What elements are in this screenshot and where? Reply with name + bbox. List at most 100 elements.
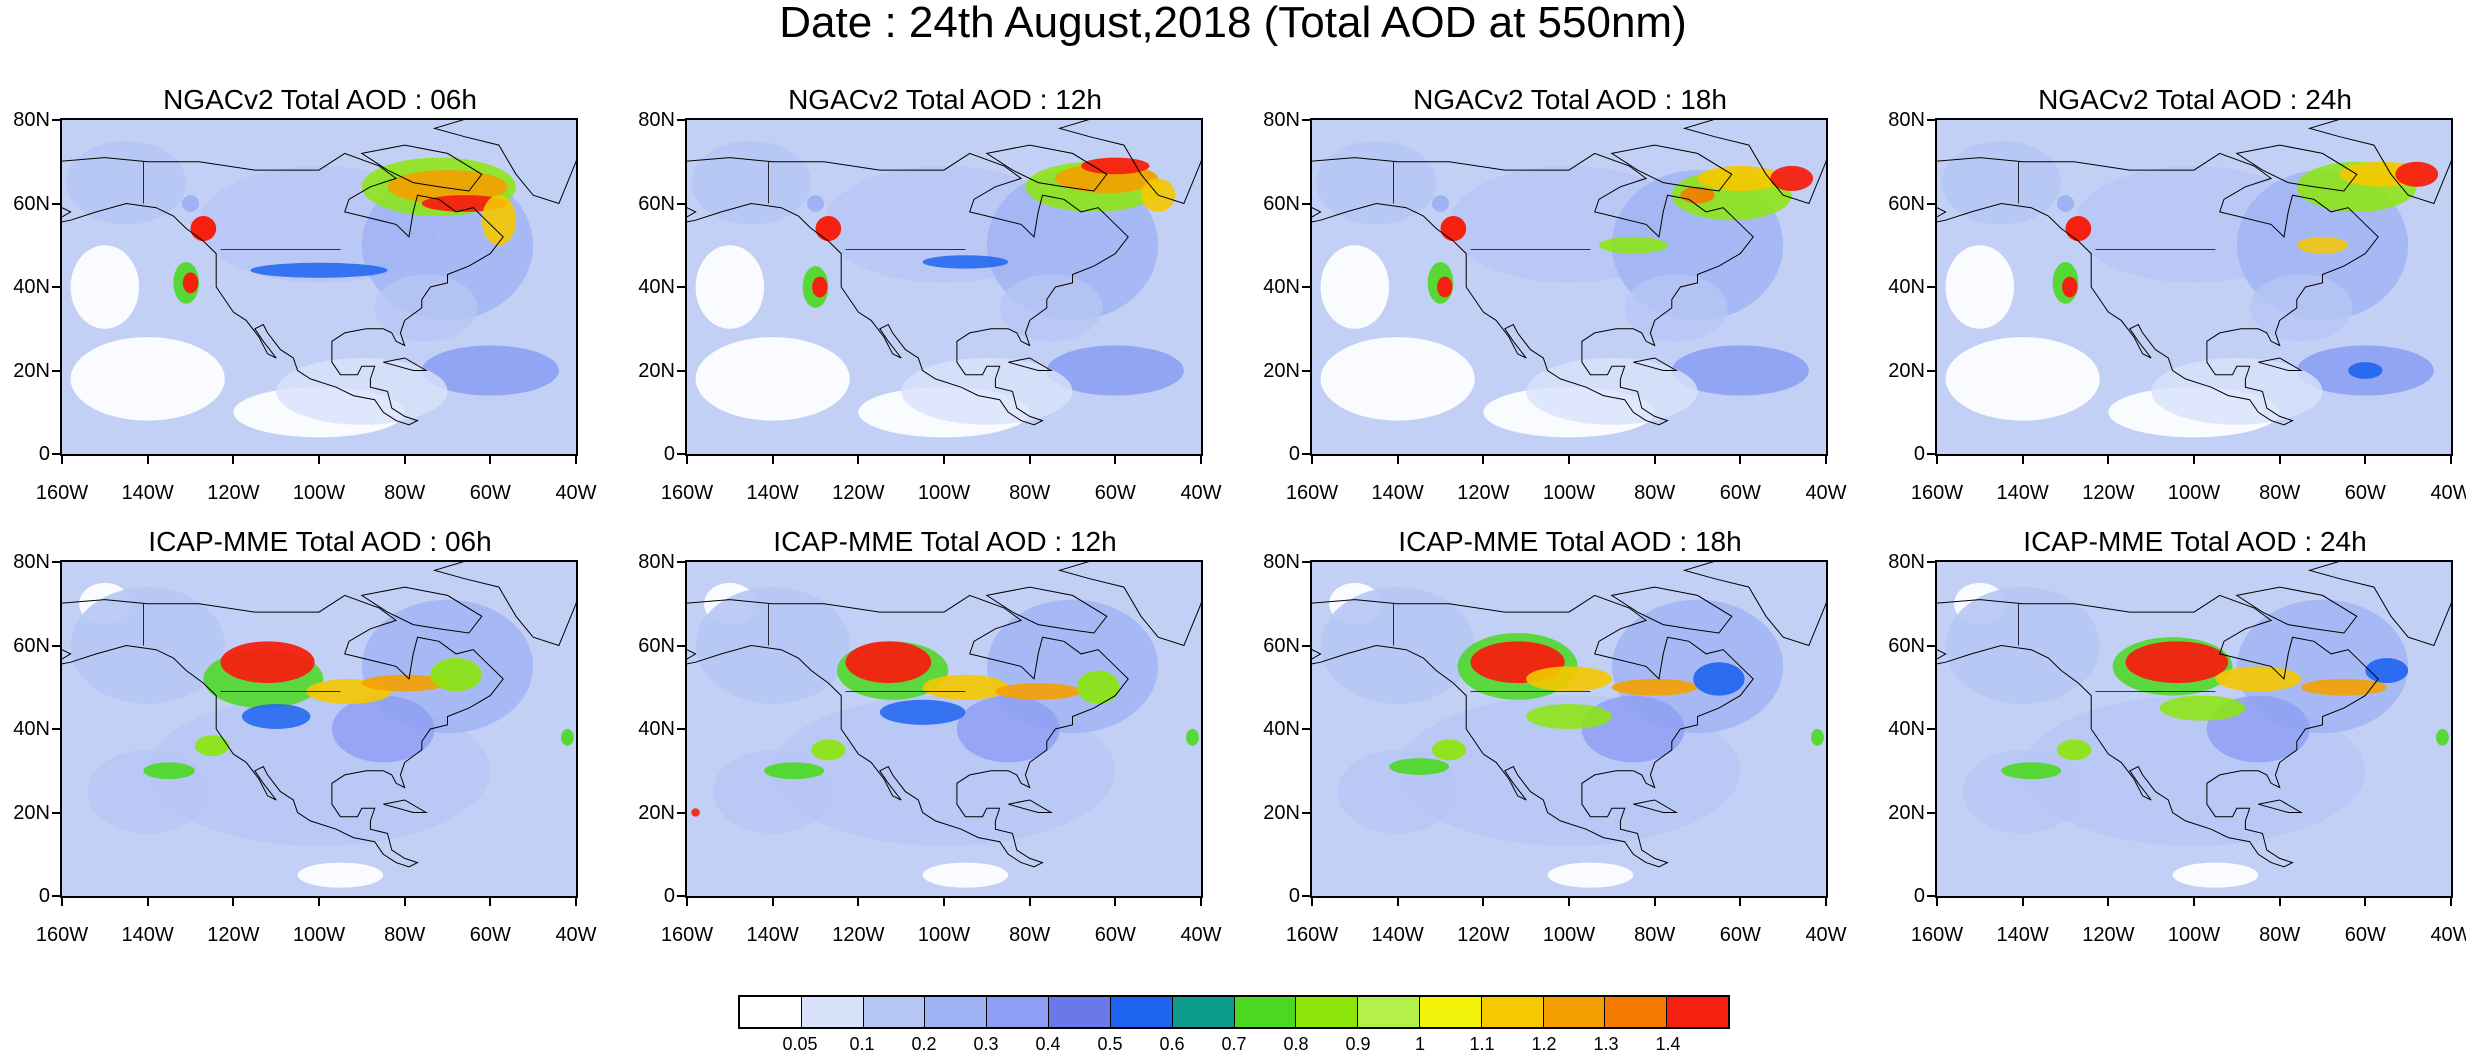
lat-tick — [677, 369, 685, 372]
colorbar-swatch — [987, 997, 1050, 1027]
aod-plume — [1693, 662, 1745, 696]
lon-label: 40W — [1180, 924, 1222, 946]
lat-tick — [1927, 644, 1935, 647]
clear-sky-area — [1945, 337, 2100, 421]
lat-label: 40N — [638, 718, 675, 740]
lat-tick — [52, 895, 60, 897]
lat-tick — [1927, 811, 1935, 814]
aod-plume — [1526, 357, 1698, 425]
lon-label: 120W — [832, 482, 885, 504]
lon-label: 60W — [469, 924, 511, 946]
colorbar-label: 1.1 — [1469, 1034, 1495, 1054]
lon-tick — [857, 898, 860, 906]
lon-tick — [943, 898, 945, 906]
lon-label: 100W — [2167, 924, 2221, 946]
lon-label: 80W — [384, 482, 426, 504]
coastline — [1312, 152, 1754, 426]
lon-label: 60W — [1719, 482, 1761, 504]
lon-tick — [2450, 898, 2452, 906]
lat-label: 60N — [1888, 192, 1925, 215]
map-panel: ICAP-MME Total AOD : 06h 80N 60N 40N 20N 0 160… — [0, 524, 600, 964]
lat-label: 20N — [638, 801, 675, 824]
colorbar-label: 0.05 — [782, 1034, 818, 1054]
colorbar-swatch — [925, 997, 988, 1027]
lat-label: 80N — [1263, 551, 1300, 573]
lon-label: 160W — [1285, 924, 1339, 946]
aod-plume — [2062, 276, 2078, 298]
map-plot-area — [60, 560, 578, 898]
lon-tick — [1200, 456, 1202, 464]
lon-label: 40W — [1180, 482, 1222, 504]
aod-plume — [1945, 587, 2100, 704]
lon-tick — [857, 456, 860, 464]
coastline — [2235, 586, 2358, 634]
lat-label: 80N — [13, 551, 50, 573]
lat-label: 80N — [1263, 109, 1300, 131]
lat-label: 80N — [638, 109, 675, 131]
coastline — [1633, 799, 1678, 813]
aod-plume — [1431, 739, 1467, 761]
map-panel: NGACv2 Total AOD : 18h 80N 60N 40N 20N 0 160W 1… — [1250, 82, 1850, 522]
aod-plume — [276, 357, 448, 425]
panel-title: ICAP-MME Total AOD : 06h — [148, 526, 492, 557]
lon-tick — [1568, 456, 1570, 464]
lon-label: 140W — [1371, 924, 1424, 946]
panel-title: NGACv2 Total AOD : 06h — [163, 84, 477, 115]
aod-map — [687, 120, 1201, 454]
lon-label: 80W — [1634, 482, 1676, 504]
aod-plume — [2065, 216, 2092, 242]
lat-tick — [677, 728, 685, 730]
lon-tick — [1028, 898, 1031, 906]
aod-plume — [361, 674, 448, 692]
lat-tick — [677, 119, 685, 121]
lat-tick — [677, 895, 685, 897]
lon-label: 40W — [2430, 924, 2466, 946]
map-plot-area — [1310, 560, 1828, 898]
lon-tick — [1825, 456, 1827, 464]
lat-tick — [1927, 728, 1935, 730]
coastline — [1937, 152, 2379, 426]
lat-label: 20N — [1888, 359, 1925, 382]
aod-plume — [845, 641, 932, 684]
coastline — [2258, 799, 2303, 813]
lat-tick — [1927, 369, 1935, 372]
lon-label: 140W — [1996, 482, 2049, 504]
lat-label: 40N — [638, 276, 675, 298]
lon-tick — [1311, 898, 1313, 906]
lon-label: 160W — [1285, 482, 1339, 504]
lon-label: 60W — [1094, 482, 1136, 504]
lat-label: 0 — [1288, 443, 1300, 465]
panel-title: ICAP-MME Total AOD : 24h — [2023, 526, 2367, 557]
aod-map — [1312, 120, 1826, 454]
lon-label: 160W — [660, 924, 714, 946]
lon-label: 40W — [1805, 924, 1847, 946]
aod-plume — [2301, 678, 2387, 696]
map-plot-area — [685, 560, 1203, 898]
lat-tick — [677, 453, 685, 455]
lon-tick — [1653, 898, 1656, 906]
lat-label: 20N — [13, 801, 50, 824]
lon-tick — [232, 898, 235, 906]
aod-plume — [2056, 195, 2075, 212]
lat-label: 60N — [1263, 192, 1300, 215]
lat-label: 20N — [1263, 801, 1300, 824]
lon-label: 160W — [35, 924, 89, 946]
map-plot-area — [1935, 118, 2453, 456]
aod-plume — [691, 140, 812, 225]
lon-tick — [1482, 456, 1485, 464]
aod-map — [1312, 562, 1826, 896]
lat-label: 40N — [1888, 718, 1925, 740]
lat-label: 60N — [1263, 634, 1300, 657]
clear-sky-area — [1320, 337, 1475, 421]
lon-label: 80W — [2259, 924, 2301, 946]
aod-plume — [922, 674, 1009, 700]
colorbar-swatch — [1296, 997, 1359, 1027]
lat-tick — [1302, 895, 1310, 897]
aod-plume — [695, 587, 850, 704]
lat-label: 80N — [1888, 109, 1925, 131]
lat-label: 0 — [38, 885, 50, 907]
colorbar-label: 0.6 — [1159, 1034, 1185, 1054]
lon-label: 80W — [1634, 924, 1676, 946]
colorbar-label: 0.4 — [1035, 1034, 1061, 1054]
lat-tick — [1302, 728, 1310, 730]
